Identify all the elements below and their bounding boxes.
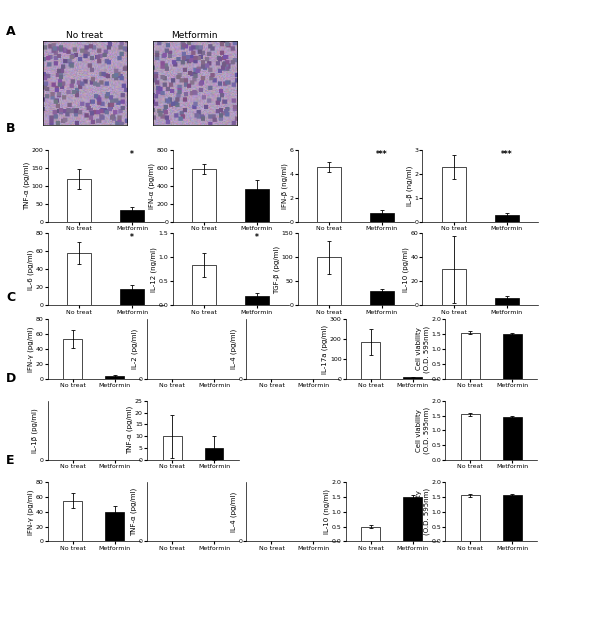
Bar xyxy=(67,179,91,222)
Bar xyxy=(503,334,522,379)
Y-axis label: IL-4 (pg/ml): IL-4 (pg/ml) xyxy=(230,329,237,369)
Text: D: D xyxy=(6,372,16,386)
Bar xyxy=(461,495,480,541)
Bar xyxy=(192,169,216,222)
Text: ***: *** xyxy=(376,150,388,159)
Text: *: * xyxy=(130,233,134,242)
Bar xyxy=(461,332,480,379)
Bar xyxy=(162,436,181,460)
Bar xyxy=(370,291,394,305)
Y-axis label: IL-1β (pg/ml): IL-1β (pg/ml) xyxy=(32,408,38,453)
Y-axis label: Cell viability
(O.D. 595nm): Cell viability (O.D. 595nm) xyxy=(416,488,430,535)
Y-axis label: IFN-γ (pg/ml): IFN-γ (pg/ml) xyxy=(28,489,34,535)
Y-axis label: TGF-β (pg/ml): TGF-β (pg/ml) xyxy=(274,245,280,294)
Text: ***: *** xyxy=(501,150,513,159)
Bar xyxy=(105,512,124,541)
Bar xyxy=(370,213,394,222)
Bar xyxy=(317,257,341,305)
Y-axis label: IL-6 (pg/ml): IL-6 (pg/ml) xyxy=(28,249,34,290)
Y-axis label: IL-12 (ng/ml): IL-12 (ng/ml) xyxy=(151,247,157,292)
Bar xyxy=(403,377,422,379)
Bar xyxy=(442,269,466,305)
Bar xyxy=(105,376,124,379)
Text: B: B xyxy=(6,122,15,135)
Y-axis label: IFN-γ (pg/ml): IFN-γ (pg/ml) xyxy=(28,326,34,372)
Bar xyxy=(120,210,144,222)
Y-axis label: TNF-α (pg/ml): TNF-α (pg/ml) xyxy=(131,488,137,536)
Bar xyxy=(403,497,422,541)
Bar xyxy=(205,448,224,460)
Y-axis label: IL-β (ng/ml): IL-β (ng/ml) xyxy=(406,166,413,207)
Bar xyxy=(120,289,144,305)
Y-axis label: IL-4 (pg/ml): IL-4 (pg/ml) xyxy=(230,491,237,532)
Bar xyxy=(317,167,341,222)
Y-axis label: IL-10 (ng/ml): IL-10 (ng/ml) xyxy=(324,490,330,534)
Bar xyxy=(503,417,522,460)
Y-axis label: IL-2 (pg/ml): IL-2 (pg/ml) xyxy=(131,329,137,369)
Y-axis label: TNF-α (pg/ml): TNF-α (pg/ml) xyxy=(24,162,30,210)
Text: A: A xyxy=(6,25,15,38)
Bar xyxy=(442,167,466,222)
Text: *: * xyxy=(255,233,259,242)
Y-axis label: IL-10 (pg/ml): IL-10 (pg/ml) xyxy=(403,247,409,292)
Bar xyxy=(192,265,216,305)
Y-axis label: IFN-α (pg/ml): IFN-α (pg/ml) xyxy=(149,163,155,209)
Y-axis label: Cell viability
(O.D. 595nm): Cell viability (O.D. 595nm) xyxy=(416,407,430,454)
Bar xyxy=(63,501,82,541)
Title: Metformin: Metformin xyxy=(171,31,218,40)
Y-axis label: IFN-β (ng/ml): IFN-β (ng/ml) xyxy=(281,163,288,209)
Text: C: C xyxy=(6,291,15,304)
Bar xyxy=(67,254,91,305)
Title: No treat: No treat xyxy=(66,31,104,40)
Bar xyxy=(461,414,480,460)
Bar xyxy=(495,299,519,305)
Bar xyxy=(503,495,522,541)
Y-axis label: Cell viability
(O.D. 595nm): Cell viability (O.D. 595nm) xyxy=(416,326,430,372)
Y-axis label: TNF-α (pg/ml): TNF-α (pg/ml) xyxy=(127,406,133,454)
Bar xyxy=(495,215,519,222)
Bar xyxy=(245,189,269,222)
Bar xyxy=(63,339,82,379)
Bar xyxy=(361,342,380,379)
Text: *: * xyxy=(130,150,134,159)
Y-axis label: IL-17a (pg/ml): IL-17a (pg/ml) xyxy=(322,324,328,374)
Text: E: E xyxy=(6,454,14,467)
Bar xyxy=(245,296,269,305)
Bar xyxy=(361,526,380,541)
